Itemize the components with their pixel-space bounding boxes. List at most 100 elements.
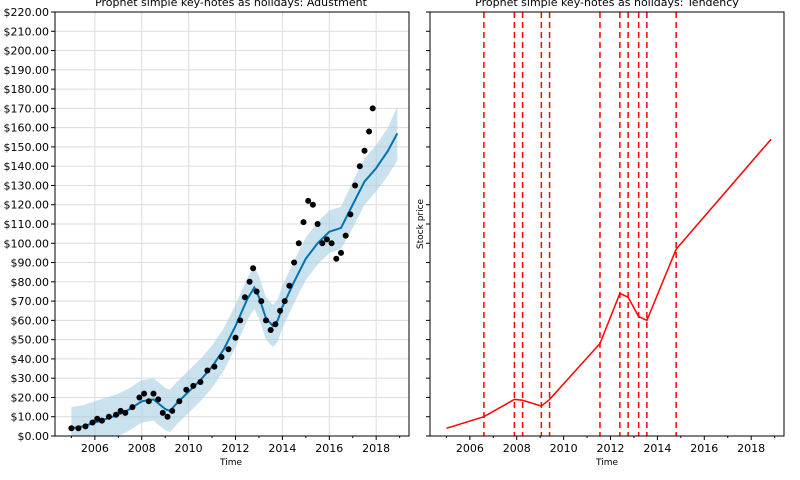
x-tick-label: 2010 bbox=[175, 442, 203, 455]
y-tick-label: $60.00 bbox=[11, 314, 50, 327]
observed-point bbox=[225, 346, 232, 353]
observed-point bbox=[277, 307, 284, 314]
observed-point bbox=[356, 163, 363, 170]
adjustment-chart-observed-points bbox=[68, 105, 376, 432]
x-tick-label: 2008 bbox=[503, 442, 531, 455]
observed-point bbox=[136, 394, 143, 401]
observed-point bbox=[159, 409, 166, 416]
observed-point bbox=[94, 415, 101, 422]
y-tick-label: $90.00 bbox=[11, 257, 50, 270]
observed-point bbox=[342, 232, 349, 239]
y-tick-label: $100.00 bbox=[4, 237, 50, 250]
adjustment-chart-uncertainty-band bbox=[71, 106, 398, 437]
x-tick-label: 2016 bbox=[315, 442, 343, 455]
observed-point bbox=[267, 327, 274, 333]
observed-point bbox=[237, 317, 244, 324]
y-tick-label: $20.00 bbox=[11, 391, 50, 404]
observed-point bbox=[305, 197, 312, 204]
observed-point bbox=[323, 236, 330, 243]
adjustment-chart: Prophet simple key-notes as holidays: Ad… bbox=[4, 0, 410, 468]
observed-point bbox=[246, 278, 253, 285]
x-tick-label: 2014 bbox=[643, 442, 671, 455]
observed-point bbox=[105, 413, 112, 420]
observed-point bbox=[75, 425, 82, 432]
observed-point bbox=[241, 294, 248, 301]
y-tick-label: $160.00 bbox=[4, 122, 50, 135]
observed-point bbox=[347, 211, 354, 218]
observed-point bbox=[68, 425, 75, 432]
x-tick-label: 2014 bbox=[268, 442, 296, 455]
y-tick-label: $130.00 bbox=[4, 179, 50, 192]
observed-point bbox=[164, 413, 171, 420]
observed-point bbox=[253, 288, 260, 295]
observed-point bbox=[155, 396, 162, 403]
x-tick-label: 2016 bbox=[690, 442, 718, 455]
tendency-chart-title: Prophet simple key-notes as holidays: Te… bbox=[475, 0, 739, 9]
tendency-chart-y-axis bbox=[426, 11, 430, 437]
adjustment-chart-gridlines bbox=[55, 11, 409, 437]
y-tick-label: $70.00 bbox=[11, 295, 50, 308]
tendency-chart-x-axis-label: Time bbox=[595, 458, 618, 468]
observed-point bbox=[295, 240, 302, 247]
y-tick-label: $110.00 bbox=[4, 218, 50, 231]
x-tick-label: 2008 bbox=[128, 442, 156, 455]
observed-point bbox=[300, 219, 307, 226]
y-tick-label: $140.00 bbox=[4, 160, 50, 173]
x-tick-label: 2006 bbox=[456, 442, 484, 455]
observed-point bbox=[98, 417, 105, 424]
x-tick-label: 2012 bbox=[597, 442, 625, 455]
tendency-chart-y-axis-label: Stock price bbox=[416, 198, 426, 249]
observed-point bbox=[211, 363, 218, 370]
observed-point bbox=[272, 321, 279, 328]
observed-point bbox=[309, 201, 316, 208]
observed-point bbox=[150, 390, 157, 397]
y-tick-label: $170.00 bbox=[4, 102, 50, 115]
observed-point bbox=[263, 317, 269, 324]
observed-point bbox=[141, 390, 148, 397]
observed-point bbox=[190, 382, 197, 389]
observed-point bbox=[89, 419, 96, 426]
y-tick-label: $30.00 bbox=[11, 372, 50, 385]
observed-point bbox=[113, 411, 119, 418]
x-tick-label: 2012 bbox=[222, 442, 250, 455]
observed-point bbox=[197, 379, 204, 385]
observed-point bbox=[281, 298, 288, 305]
tendency-chart-changepoints bbox=[483, 12, 677, 436]
observed-point bbox=[218, 354, 225, 360]
forecast-line bbox=[71, 132, 399, 430]
tendency-chart-plot-area bbox=[429, 11, 785, 437]
observed-point bbox=[204, 367, 211, 374]
observed-point bbox=[314, 221, 321, 227]
observed-point bbox=[258, 298, 265, 305]
observed-point bbox=[129, 404, 136, 411]
y-tick-label: $120.00 bbox=[4, 199, 50, 212]
y-tick-label: $210.00 bbox=[4, 25, 50, 38]
tendency-chart-x-axis: 2006 2008 2010 2012 2014 2016 2018 bbox=[445, 436, 776, 455]
adjustment-chart-series bbox=[71, 132, 399, 430]
y-tick-label: $150.00 bbox=[4, 141, 50, 154]
x-tick-label: 2018 bbox=[737, 442, 765, 455]
y-tick-label: $220.00 bbox=[4, 6, 50, 19]
adjustment-chart-x-axis-label: Time bbox=[219, 458, 242, 468]
trend-line bbox=[446, 138, 772, 430]
observed-point bbox=[352, 182, 359, 189]
y-tick-label: $190.00 bbox=[4, 64, 50, 77]
observed-point bbox=[361, 147, 368, 154]
x-tick-label: 2010 bbox=[550, 442, 578, 455]
observed-point bbox=[82, 423, 89, 430]
y-tick-label: $180.00 bbox=[4, 83, 50, 96]
uncertainty-band bbox=[71, 106, 398, 437]
y-tick-label: $40.00 bbox=[11, 353, 50, 366]
observed-point bbox=[366, 128, 373, 135]
y-tick-label: $10.00 bbox=[11, 411, 50, 424]
observed-point bbox=[369, 105, 376, 112]
observed-point bbox=[333, 255, 340, 262]
observed-point bbox=[176, 398, 183, 405]
x-tick-label: 2006 bbox=[81, 442, 109, 455]
observed-point bbox=[183, 386, 190, 393]
observed-point bbox=[232, 334, 239, 341]
adjustment-chart-y-axis: $0.00 $10.00 $20.00 $30.00 $40.00 $50.00 $60.0… bbox=[4, 6, 55, 443]
observed-point bbox=[328, 240, 335, 247]
y-tick-label: $50.00 bbox=[11, 334, 50, 347]
